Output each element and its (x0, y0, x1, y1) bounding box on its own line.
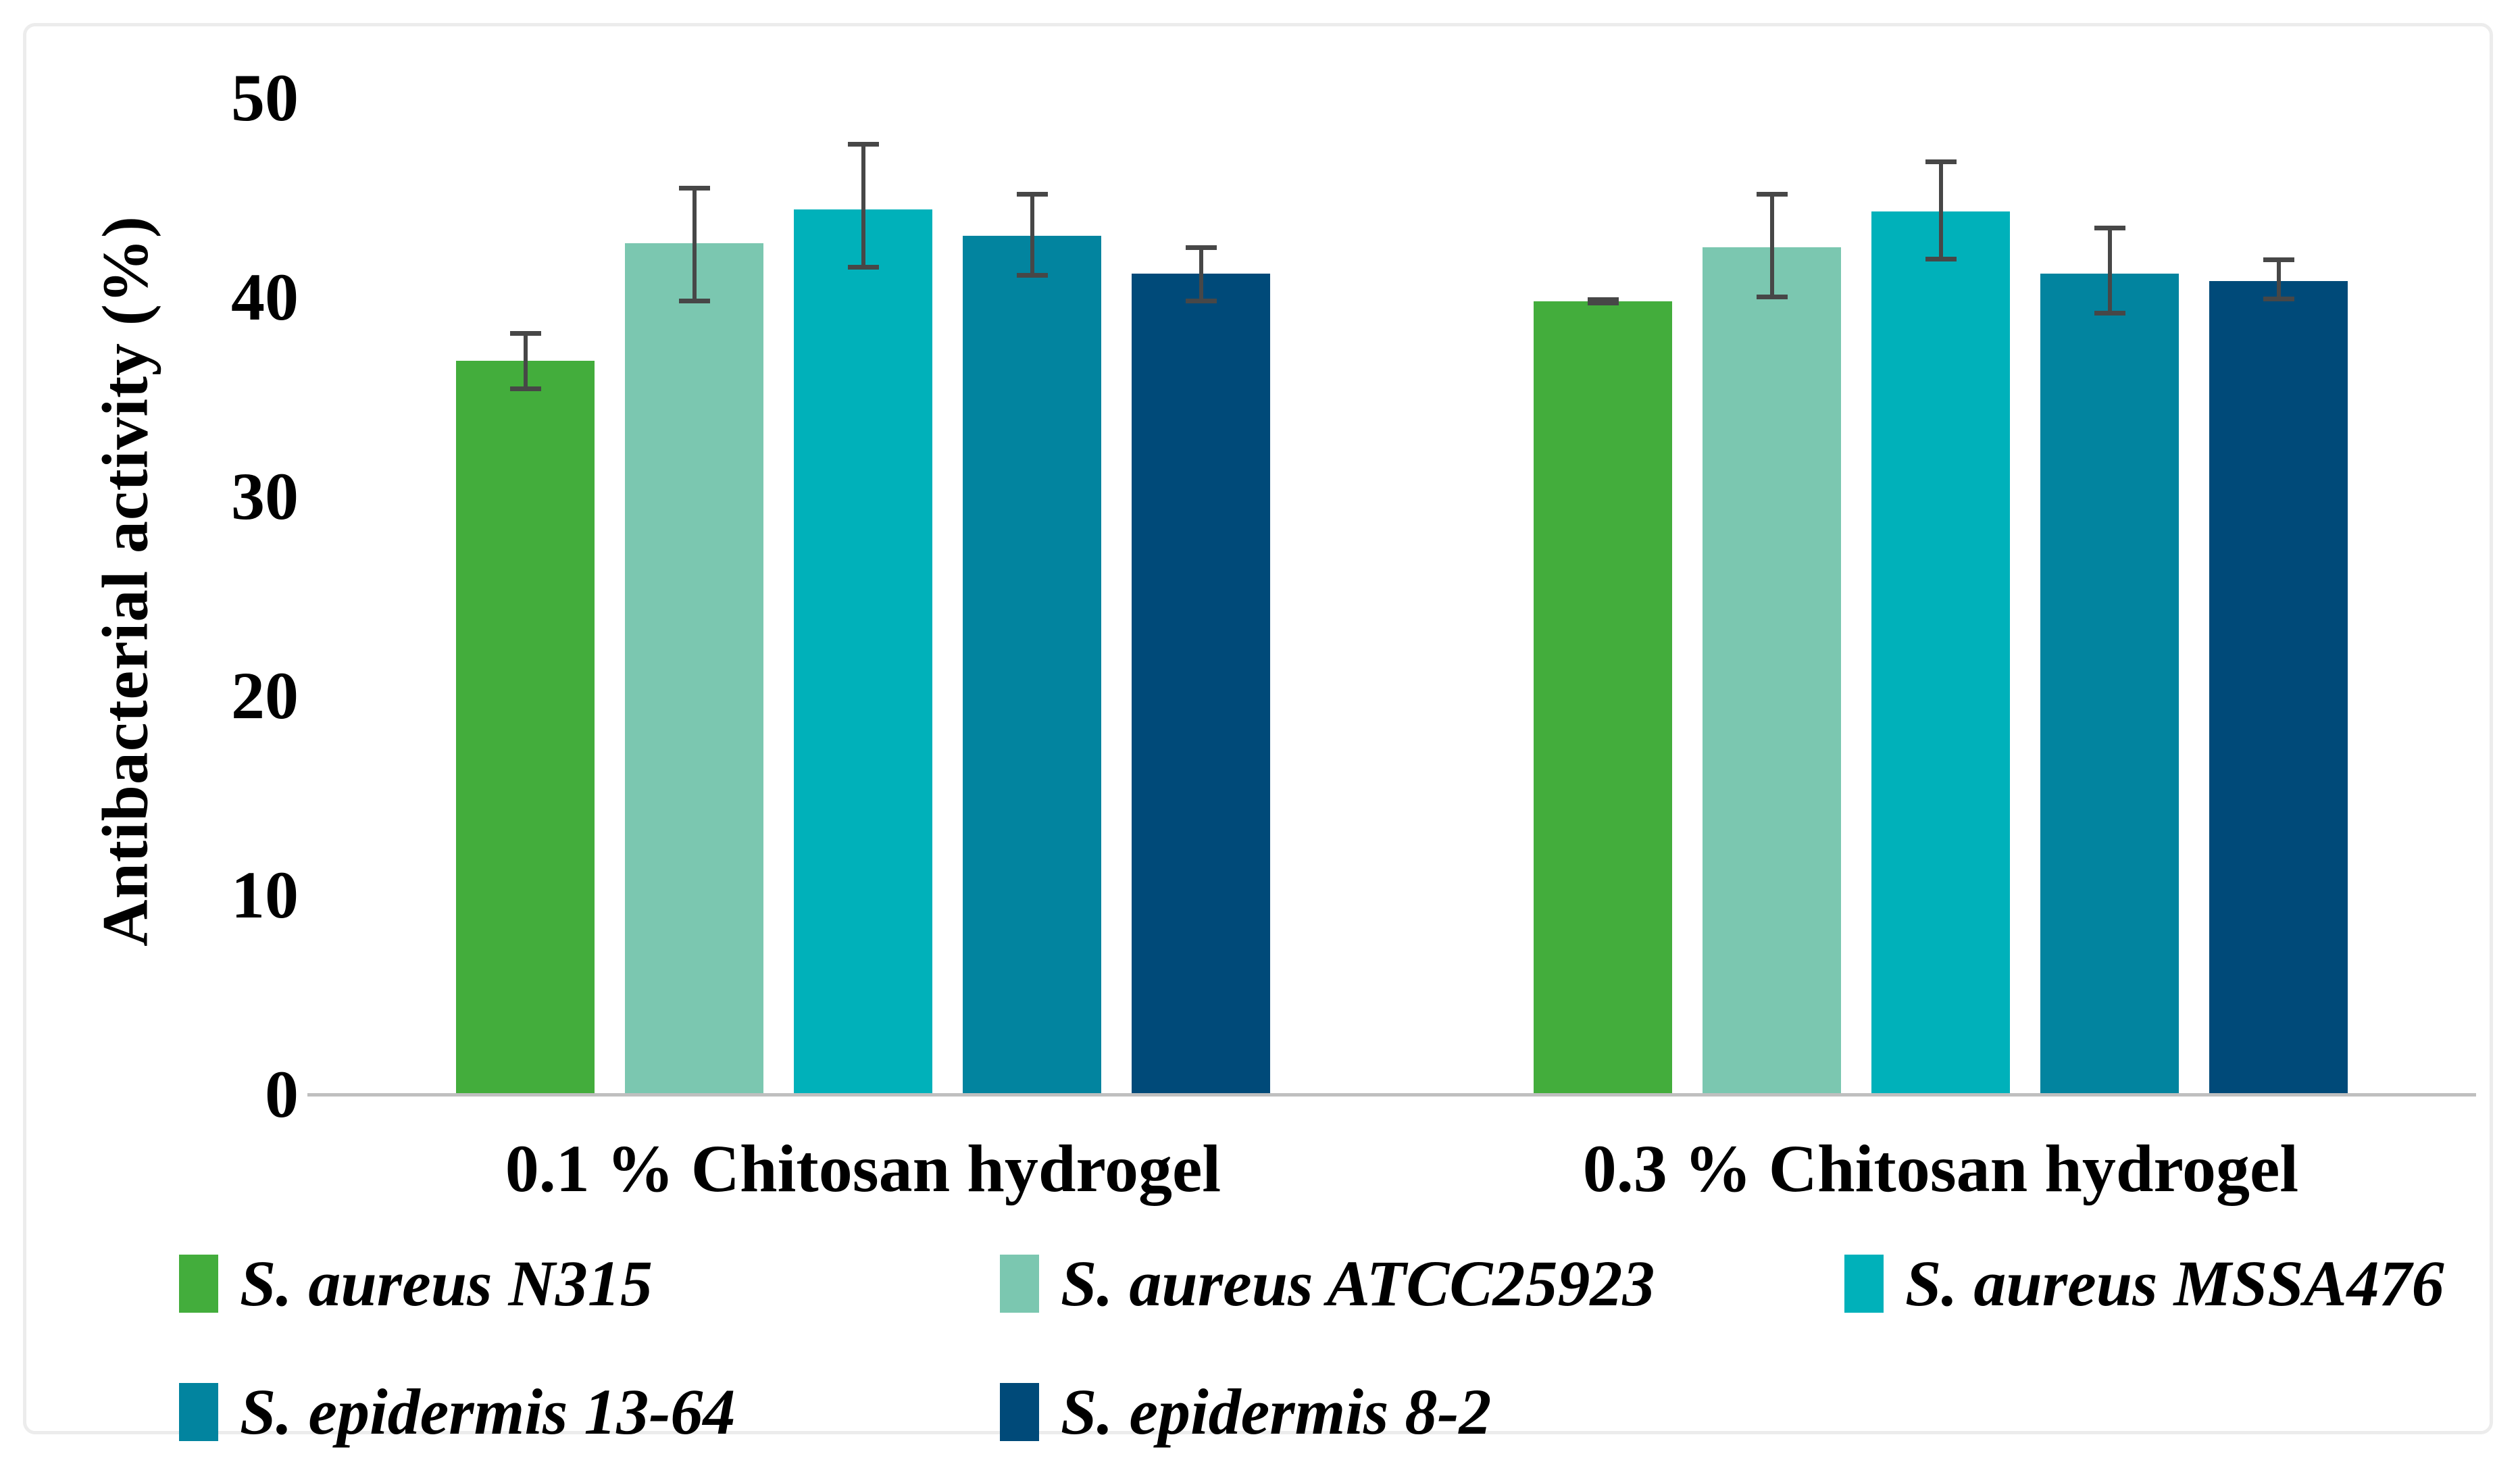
y-tick-label: 30 (231, 459, 299, 534)
error-bar-line (692, 185, 697, 303)
error-bar-line (523, 331, 528, 391)
error-bar-line (1030, 191, 1034, 278)
error-bar-cap (1185, 245, 1217, 251)
legend-swatch (1000, 1383, 1039, 1441)
legend-label: S. epidermis 13-64 (240, 1376, 736, 1448)
bar-0.1-series-3 (794, 209, 932, 1094)
x-category-label-1: 0.1 % Chitosan hydrogel (505, 1131, 1221, 1206)
error-bar-cap (2263, 257, 2294, 263)
bar-group-2 (1534, 98, 2348, 1094)
error-bar (1185, 245, 1217, 303)
y-tick-label: 10 (231, 857, 299, 932)
bar-group-1 (456, 98, 1270, 1094)
error-bar-line (1769, 191, 1774, 299)
legend-swatch (179, 1255, 218, 1313)
legend-item: S. epidermis 8-2 (1000, 1380, 1491, 1444)
error-bar (847, 141, 879, 270)
bar-0.3-series-5 (2209, 281, 2348, 1094)
y-tick-label: 40 (231, 259, 299, 334)
error-bar (1016, 191, 1048, 278)
y-tick-label: 20 (231, 658, 299, 733)
x-axis-line (307, 1093, 2476, 1097)
error-bar-cap (1756, 191, 1788, 197)
y-tick-label: 50 (231, 60, 299, 135)
legend-label: S. aureus ATCC25923 (1061, 1247, 1655, 1319)
bar-0.3-series-1 (1534, 301, 1672, 1094)
error-bar (1756, 191, 1788, 299)
legend-label: S. aureus N315 (240, 1247, 653, 1319)
error-bar-line (2276, 257, 2281, 301)
error-bar-cap (1587, 297, 1619, 303)
error-bar-cap (678, 185, 710, 191)
legend-item: S. epidermis 13-64 (179, 1380, 735, 1444)
legend-item: S. aureus ATCC25923 (1000, 1251, 1655, 1316)
legend-item: S. aureus N315 (179, 1251, 653, 1316)
error-bar-cap (678, 298, 710, 303)
error-bar-cap (1016, 272, 1048, 278)
legend-swatch (1000, 1255, 1039, 1313)
bar-0.1-series-4 (963, 235, 1101, 1094)
error-bar-cap (509, 331, 541, 336)
error-bar-line (1199, 245, 1203, 303)
error-bar-line (861, 141, 865, 270)
error-bar-line (1938, 159, 1943, 261)
error-bar-line (2107, 225, 2112, 316)
error-bar-cap (1016, 191, 1048, 197)
error-bar-cap (847, 141, 879, 147)
bar-0.1-series-2 (625, 243, 763, 1094)
error-bar (1587, 297, 1619, 305)
error-bar (1925, 159, 1957, 261)
error-bar (2263, 257, 2294, 301)
error-bar-cap (1587, 300, 1619, 305)
error-bar (509, 331, 541, 391)
legend-swatch (179, 1383, 218, 1441)
error-bar-cap (1925, 159, 1957, 165)
error-bar-cap (509, 386, 541, 391)
error-bar-cap (847, 264, 879, 270)
y-axis-tick-labels: 0 10 20 30 40 50 (0, 64, 299, 1128)
error-bar (678, 185, 710, 303)
legend-label: S. aureus MSSA476 (1905, 1247, 2444, 1319)
legend-swatch (1844, 1255, 1884, 1313)
bar-0.3-series-3 (1871, 211, 2010, 1094)
y-tick-label: 0 (265, 1057, 299, 1132)
error-bar-cap (1925, 256, 1957, 261)
bar-0.3-series-4 (2040, 273, 2179, 1094)
error-bar-cap (2094, 225, 2125, 230)
error-bar-cap (2094, 310, 2125, 316)
error-bar-cap (1185, 298, 1217, 303)
plot-area (331, 98, 2469, 1094)
x-category-label-2: 0.3 % Chitosan hydrogel (1582, 1131, 2299, 1206)
bar-0.1-series-1 (456, 361, 595, 1094)
bar-0.3-series-2 (1703, 247, 1841, 1094)
legend-label: S. epidermis 8-2 (1061, 1376, 1492, 1448)
error-bar-cap (1756, 294, 1788, 299)
bar-0.1-series-5 (1132, 273, 1270, 1094)
legend-item: S. aureus MSSA476 (1844, 1251, 2444, 1316)
error-bar-cap (2263, 296, 2294, 301)
error-bar (2094, 225, 2125, 316)
